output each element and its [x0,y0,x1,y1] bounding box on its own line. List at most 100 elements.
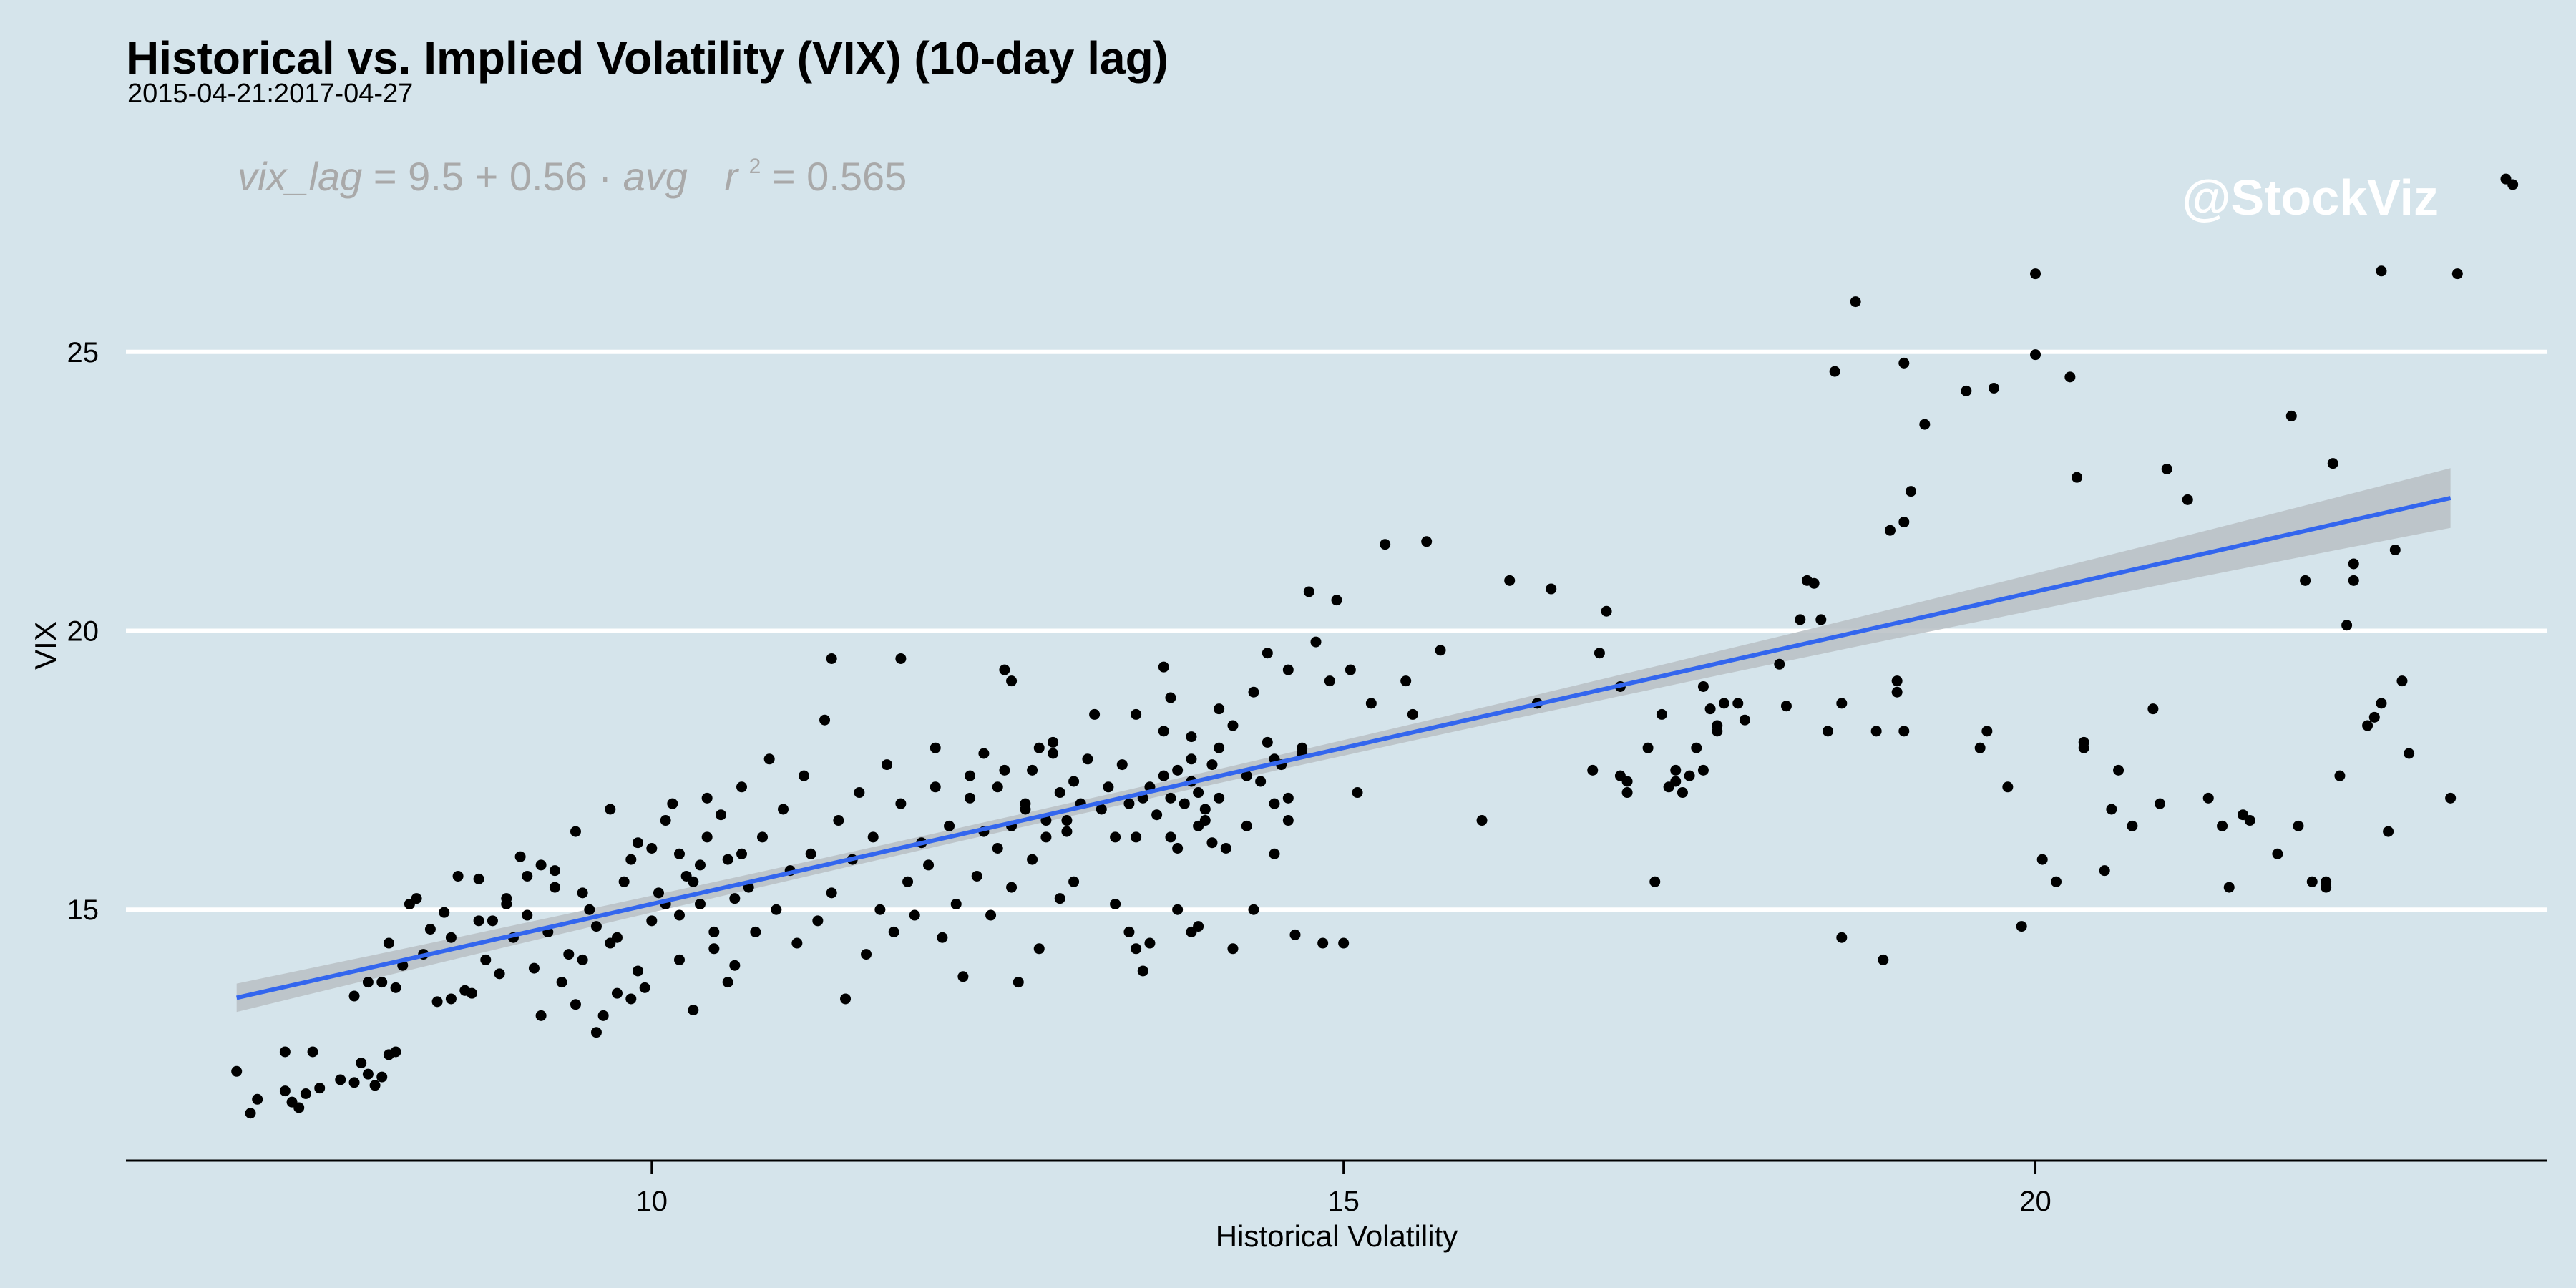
data-point [605,804,616,815]
data-point [694,898,706,909]
data-point [1131,708,1142,720]
data-point [888,926,899,937]
data-point [2306,876,2318,887]
data-point [722,977,733,988]
data-point [1898,726,1910,737]
data-point [1248,686,1259,698]
data-point [2348,575,2359,586]
data-point [965,770,976,781]
data-point [1131,943,1142,955]
data-point [999,764,1010,776]
data-point [1144,937,1156,949]
data-point [2272,848,2283,859]
data-point [1836,932,1848,943]
equation-rhs: = 9.5 + 0.56 · [374,154,623,199]
data-point [1712,720,1723,731]
data-point [819,714,831,726]
data-point [1033,943,1045,955]
data-point [1780,701,1792,712]
data-point [1123,926,1135,937]
data-point [1822,726,1833,737]
data-point [694,859,706,871]
data-point [1158,726,1169,737]
y-tick-label: 15 [67,894,99,926]
data-point [1131,831,1142,843]
data-point [494,968,505,980]
data-point [1255,776,1267,787]
data-point [950,898,962,909]
data-point [307,1046,318,1058]
data-point [1199,804,1211,815]
data-point [376,977,388,988]
data-point [1006,882,1018,893]
data-point [445,932,457,943]
data-point [1891,675,1903,687]
data-point [1718,698,1729,709]
data-point [771,904,782,915]
regression-equation-annotation: vix_lag = 9.5 + 0.56 · avg r 2 = 0.565 [238,137,907,199]
data-point [1338,937,1350,949]
data-point [791,937,803,949]
data-point [1331,595,1342,606]
data-point [1214,792,1225,804]
data-point [1504,575,1516,586]
data-point [1040,831,1052,843]
data-point [1116,759,1128,771]
data-point [2113,764,2124,776]
data-point [2106,804,2117,815]
data-point [646,915,658,927]
data-point [778,804,789,815]
data-point [1269,848,1280,859]
data-point [999,664,1010,675]
data-point [1829,366,1840,377]
data-point [1656,708,1667,720]
data-point [1269,798,1280,809]
chart-subtitle: 2015-04-21:2017-04-27 [127,79,414,109]
data-point [757,831,769,843]
data-point [1310,636,1322,648]
data-point [1732,698,1744,709]
data-point [1165,831,1176,843]
data-point [2362,720,2373,731]
data-point [383,937,394,949]
data-point [1013,977,1024,988]
data-point [1061,826,1073,837]
data-point [874,904,886,915]
data-point [1421,536,1433,547]
x-tick-label: 10 [636,1186,668,1217]
data-point [1878,954,1889,965]
data-point [1974,742,1986,753]
data-point [522,909,533,921]
data-point [245,1108,256,1119]
data-point [1795,614,1806,625]
data-point [1282,815,1294,826]
data-point [1220,843,1231,854]
data-point [1476,815,1488,826]
data-point [362,1068,374,1080]
x-axis-ticks: 10 15 20 [636,1161,2051,1217]
data-point [673,954,685,965]
data-point [902,876,914,887]
data-point [1808,577,1820,589]
data-point [944,820,955,831]
data-point [1697,764,1709,776]
data-point [348,1077,360,1088]
data-point [1400,675,1412,687]
data-point [1884,525,1896,536]
data-point [439,907,450,918]
data-point [1193,921,1204,932]
data-point [2334,770,2346,781]
data-point [1345,664,1356,675]
data-point [528,962,540,974]
data-point [708,943,720,955]
data-point [1172,843,1184,854]
data-point [1110,831,1121,843]
data-point [618,876,630,887]
data-point [1151,809,1163,821]
data-point [597,1010,609,1021]
y-tick-label: 20 [67,616,99,648]
data-point [431,996,443,1008]
data-point [2376,265,2387,277]
data-point [411,893,422,904]
scatter-points [231,173,2519,1119]
